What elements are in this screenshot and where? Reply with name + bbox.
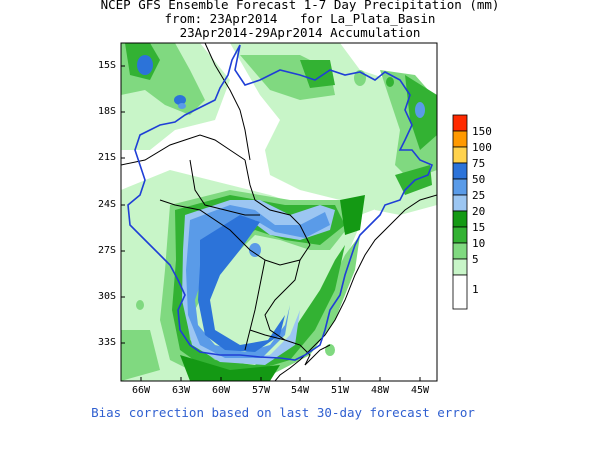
basin-outline (127, 44, 434, 361)
legend-swatch-5 (452, 242, 468, 260)
y-tick-label: 21S (97, 152, 116, 163)
map-subtitle-period: 23Apr2014-29Apr2014 Accumulation (179, 25, 421, 40)
x-tick-label: 45W (410, 385, 430, 396)
x-tick-label: 63W (171, 385, 191, 396)
plot-frame (120, 42, 438, 382)
legend-label: 15 (472, 221, 486, 234)
legend-colorbar (452, 114, 468, 310)
x-tick-label: 48W (370, 385, 390, 396)
legend-swatch-50 (452, 162, 468, 180)
legend-swatch-15 (452, 210, 468, 228)
y-tick-label: 27S (97, 245, 116, 256)
x-tick-label: 66W (131, 385, 151, 396)
axis-ticks (121, 65, 421, 381)
x-tick-label: 54W (290, 385, 310, 396)
x-tick-label: 57W (251, 385, 271, 396)
legend-label: 1 (472, 283, 479, 296)
legend-swatch-25 (452, 178, 468, 196)
legend-label: 25 (472, 189, 486, 202)
coastline (274, 194, 437, 381)
y-tick-label: 33S (97, 337, 116, 348)
legend-label: 75 (472, 157, 486, 170)
y-tick-label: 15S (97, 60, 116, 71)
y-tick-label: 30S (97, 291, 116, 302)
x-tick-label: 60W (211, 385, 231, 396)
legend-swatch-75 (452, 146, 468, 164)
legend-swatch-10 (452, 226, 468, 244)
legend-label: 150 (472, 125, 492, 138)
legend-label: 50 (472, 173, 486, 186)
x-tick-label: 51W (330, 385, 350, 396)
country-borders (121, 43, 331, 366)
legend-swatch-below-1 (452, 274, 468, 310)
map-title: NCEP GFS Ensemble Forecast 1-7 Day Preci… (100, 0, 500, 12)
legend-swatch-150 (452, 114, 468, 132)
legend-label: 5 (472, 253, 479, 266)
precip-fields (121, 43, 437, 381)
map-subtitle-date: from: 23Apr2014 for La_Plata_Basin (164, 11, 436, 26)
footer-note: Bias correction based on last 30-day for… (91, 405, 475, 420)
y-tick-label: 18S (97, 106, 116, 117)
legend-label: 100 (472, 141, 492, 154)
legend-swatch-1 (452, 258, 468, 276)
legend-swatch-100 (452, 130, 468, 148)
legend-swatch-20 (452, 194, 468, 212)
legend-label: 20 (472, 205, 486, 218)
y-tick-label: 24S (97, 199, 116, 210)
legend-label: 10 (472, 237, 486, 250)
